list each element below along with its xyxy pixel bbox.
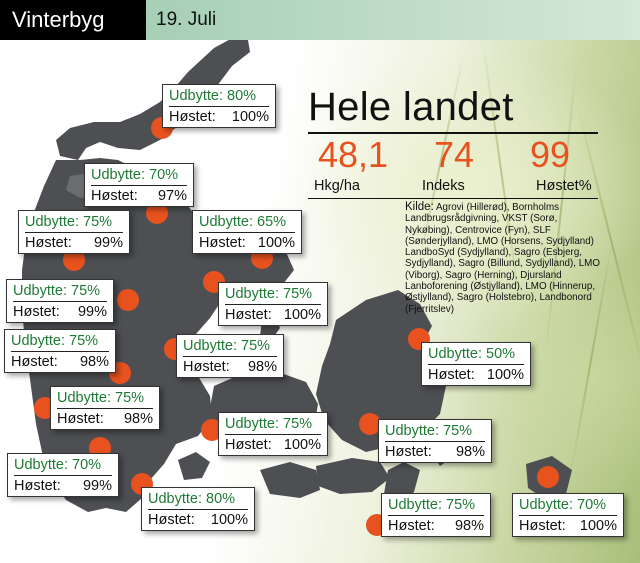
hostet-value: 100% bbox=[210, 512, 248, 528]
hostet-value: 100% bbox=[283, 307, 321, 323]
summary-hkg-value: 48,1 bbox=[318, 134, 389, 175]
region-card: Udbytte: 75% Høstet: 98% bbox=[378, 419, 492, 463]
hostet-value: 99% bbox=[93, 235, 123, 251]
region-card: Udbytte: 75% Høstet: 100% bbox=[218, 282, 328, 326]
udbytte-label: Udbytte: 75% bbox=[225, 286, 313, 302]
map-region-lolland bbox=[316, 458, 390, 494]
summary-hostet-label: Høstet% bbox=[536, 178, 592, 194]
region-marker bbox=[146, 202, 168, 224]
region-marker bbox=[201, 419, 223, 441]
summary-title: Hele landet bbox=[308, 85, 514, 129]
hostet-value: 100% bbox=[257, 235, 295, 251]
hostet-value: 98% bbox=[123, 411, 153, 427]
summary-labels: Hkg/ha Indeks Høstet% bbox=[308, 176, 598, 199]
region-marker bbox=[359, 413, 381, 435]
summary-values: 48,1 74 99 bbox=[308, 134, 598, 176]
udbytte-label: Udbytte: 75% bbox=[25, 214, 113, 230]
hostet-label: Høstet: bbox=[225, 437, 272, 453]
region-card: Udbytte: 75% Høstet: 98% bbox=[176, 334, 284, 378]
hostet-label: Høstet: bbox=[519, 518, 566, 534]
national-summary: Hele landet 48,1 74 99 Hkg/ha Indeks Høs… bbox=[308, 86, 598, 199]
hostet-label: Høstet: bbox=[11, 354, 58, 370]
hostet-value: 97% bbox=[157, 188, 187, 204]
region-card: Udbytte: 70% Høstet: 100% bbox=[512, 493, 624, 537]
region-marker bbox=[117, 289, 139, 311]
region-card: Udbytte: 75% Høstet: 98% bbox=[50, 386, 160, 430]
hostet-value: 100% bbox=[283, 437, 321, 453]
hostet-value: 100% bbox=[579, 518, 617, 534]
hostet-label: Høstet: bbox=[225, 307, 272, 323]
hostet-value: 98% bbox=[455, 444, 485, 460]
udbytte-label: Udbytte: 75% bbox=[57, 390, 145, 406]
hostet-label: Høstet: bbox=[428, 367, 475, 383]
udbytte-label: Udbytte: 50% bbox=[428, 346, 516, 362]
hostet-label: Høstet: bbox=[57, 411, 104, 427]
region-card: Udbytte: 80% Høstet: 100% bbox=[141, 487, 255, 531]
udbytte-label: Udbytte: 70% bbox=[91, 167, 179, 183]
region-card: Udbytte: 65% Høstet: 100% bbox=[192, 210, 302, 254]
summary-divider bbox=[308, 132, 598, 134]
udbytte-label: Udbytte: 70% bbox=[14, 457, 102, 473]
header: Vinterbyg 19. Juli bbox=[0, 0, 640, 40]
date-label: 19. Juli bbox=[156, 9, 217, 30]
udbytte-label: Udbytte: 70% bbox=[519, 497, 607, 513]
hostet-value: 99% bbox=[77, 304, 107, 320]
region-card: Udbytte: 75% Høstet: 99% bbox=[6, 279, 114, 323]
hostet-label: Høstet: bbox=[385, 444, 432, 460]
udbytte-label: Udbytte: 75% bbox=[388, 497, 476, 513]
hostet-label: Høstet: bbox=[14, 478, 61, 494]
source-note: Kilde: Agrovi (Hillerød), Bornholms Land… bbox=[405, 201, 603, 315]
map-region-als bbox=[178, 452, 210, 480]
region-card: Udbytte: 70% Høstet: 99% bbox=[7, 453, 119, 497]
udbytte-label: Udbytte: 75% bbox=[385, 423, 473, 439]
udbytte-label: Udbytte: 75% bbox=[13, 283, 101, 299]
summary-indeks-value: 74 bbox=[434, 134, 475, 175]
hostet-label: Høstet: bbox=[183, 359, 230, 375]
hostet-label: Høstet: bbox=[91, 188, 138, 204]
region-marker bbox=[537, 466, 559, 488]
hostet-label: Høstet: bbox=[148, 512, 195, 528]
region-card: Udbytte: 75% Høstet: 98% bbox=[381, 493, 491, 537]
map-region-vendsyssel bbox=[56, 36, 250, 160]
hostet-value: 98% bbox=[454, 518, 484, 534]
udbytte-label: Udbytte: 75% bbox=[11, 333, 99, 349]
udbytte-label: Udbytte: 80% bbox=[169, 88, 257, 104]
source-heading: Kilde: bbox=[405, 201, 434, 213]
hostet-value: 100% bbox=[486, 367, 524, 383]
hostet-value: 98% bbox=[247, 359, 277, 375]
udbytte-label: Udbytte: 65% bbox=[199, 214, 287, 230]
udbytte-label: Udbytte: 75% bbox=[225, 416, 313, 432]
region-card: Udbytte: 75% Høstet: 98% bbox=[4, 329, 116, 373]
udbytte-label: Udbytte: 75% bbox=[183, 338, 271, 354]
hostet-label: Høstet: bbox=[199, 235, 246, 251]
summary-hostet-value: 99 bbox=[530, 134, 571, 175]
hostet-value: 98% bbox=[79, 354, 109, 370]
udbytte-label: Udbytte: 80% bbox=[148, 491, 236, 507]
hostet-value: 100% bbox=[231, 109, 269, 125]
hostet-label: Høstet: bbox=[388, 518, 435, 534]
hostet-label: Høstet: bbox=[169, 109, 216, 125]
summary-indeks-label: Indeks bbox=[422, 178, 465, 194]
date-band: 19. Juli bbox=[146, 0, 640, 40]
region-card: Udbytte: 70% Høstet: 97% bbox=[84, 163, 194, 207]
region-card: Udbytte: 75% Høstet: 100% bbox=[218, 412, 328, 456]
hostet-value: 99% bbox=[82, 478, 112, 494]
region-marker bbox=[63, 249, 85, 271]
hostet-label: Høstet: bbox=[25, 235, 72, 251]
region-card: Udbytte: 80% Høstet: 100% bbox=[162, 84, 276, 128]
region-card: Udbytte: 75% Høstet: 99% bbox=[18, 210, 130, 254]
map-region-fyn-south bbox=[260, 462, 320, 498]
section-tag: Vinterbyg bbox=[0, 0, 146, 40]
source-text: Agrovi (Hillerød), Bornholms Landbrugsrå… bbox=[405, 202, 600, 315]
region-card: Udbytte: 50% Høstet: 100% bbox=[421, 342, 531, 386]
hostet-label: Høstet: bbox=[13, 304, 60, 320]
summary-hkg-label: Hkg/ha bbox=[314, 178, 360, 194]
